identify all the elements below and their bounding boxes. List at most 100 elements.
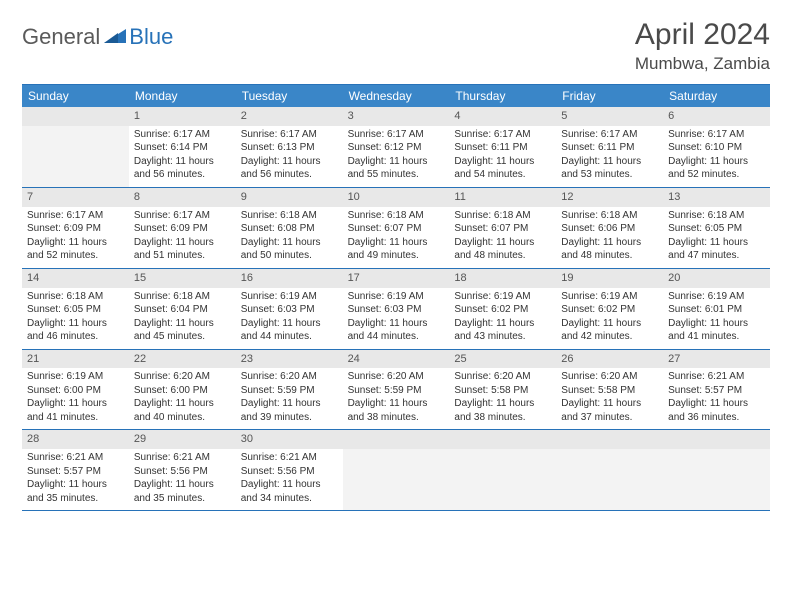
- day-details: Sunrise: 6:19 AMSunset: 6:02 PMDaylight:…: [556, 288, 663, 349]
- calendar-day: 13Sunrise: 6:18 AMSunset: 6:05 PMDayligh…: [663, 188, 770, 268]
- sunrise-text: Sunrise: 6:17 AM: [241, 128, 338, 142]
- daylight-text: Daylight: 11 hours and 52 minutes.: [27, 236, 124, 263]
- daylight-text: Daylight: 11 hours and 51 minutes.: [134, 236, 231, 263]
- day-number: 3: [343, 107, 450, 126]
- day-number: 24: [343, 350, 450, 369]
- day-number: 29: [129, 430, 236, 449]
- sunset-text: Sunset: 6:05 PM: [668, 222, 765, 236]
- day-number: 11: [449, 188, 556, 207]
- day-number: 2: [236, 107, 343, 126]
- sunset-text: Sunset: 6:07 PM: [454, 222, 551, 236]
- day-details: Sunrise: 6:19 AMSunset: 6:00 PMDaylight:…: [22, 368, 129, 429]
- sunset-text: Sunset: 6:01 PM: [668, 303, 765, 317]
- sunset-text: Sunset: 6:09 PM: [134, 222, 231, 236]
- day-number: 18: [449, 269, 556, 288]
- sunrise-text: Sunrise: 6:17 AM: [348, 128, 445, 142]
- sunset-text: Sunset: 6:00 PM: [134, 384, 231, 398]
- sunset-text: Sunset: 6:04 PM: [134, 303, 231, 317]
- day-number: [556, 430, 663, 449]
- sunset-text: Sunset: 6:11 PM: [454, 141, 551, 155]
- sunset-text: Sunset: 6:13 PM: [241, 141, 338, 155]
- sunset-text: Sunset: 6:05 PM: [27, 303, 124, 317]
- day-details: Sunrise: 6:17 AMSunset: 6:09 PMDaylight:…: [22, 207, 129, 268]
- day-details: Sunrise: 6:17 AMSunset: 6:12 PMDaylight:…: [343, 126, 450, 187]
- calendar-week: 14Sunrise: 6:18 AMSunset: 6:05 PMDayligh…: [22, 269, 770, 350]
- day-details: Sunrise: 6:18 AMSunset: 6:07 PMDaylight:…: [343, 207, 450, 268]
- calendar-day: 10Sunrise: 6:18 AMSunset: 6:07 PMDayligh…: [343, 188, 450, 268]
- day-details: Sunrise: 6:18 AMSunset: 6:07 PMDaylight:…: [449, 207, 556, 268]
- calendar-day: 6Sunrise: 6:17 AMSunset: 6:10 PMDaylight…: [663, 107, 770, 187]
- day-details: Sunrise: 6:17 AMSunset: 6:14 PMDaylight:…: [129, 126, 236, 187]
- day-details: Sunrise: 6:19 AMSunset: 6:03 PMDaylight:…: [236, 288, 343, 349]
- daylight-text: Daylight: 11 hours and 37 minutes.: [561, 397, 658, 424]
- day-details: Sunrise: 6:17 AMSunset: 6:11 PMDaylight:…: [556, 126, 663, 187]
- sunrise-text: Sunrise: 6:17 AM: [454, 128, 551, 142]
- day-number: 7: [22, 188, 129, 207]
- sunrise-text: Sunrise: 6:17 AM: [134, 128, 231, 142]
- calendar-day: 28Sunrise: 6:21 AMSunset: 5:57 PMDayligh…: [22, 430, 129, 510]
- daylight-text: Daylight: 11 hours and 48 minutes.: [454, 236, 551, 263]
- weekday-label: Wednesday: [343, 85, 450, 107]
- daylight-text: Daylight: 11 hours and 35 minutes.: [27, 478, 124, 505]
- calendar-day: 2Sunrise: 6:17 AMSunset: 6:13 PMDaylight…: [236, 107, 343, 187]
- daylight-text: Daylight: 11 hours and 41 minutes.: [27, 397, 124, 424]
- day-details: Sunrise: 6:18 AMSunset: 6:05 PMDaylight:…: [22, 288, 129, 349]
- day-details: Sunrise: 6:20 AMSunset: 5:58 PMDaylight:…: [449, 368, 556, 429]
- daylight-text: Daylight: 11 hours and 38 minutes.: [348, 397, 445, 424]
- calendar-day: [22, 107, 129, 187]
- sunset-text: Sunset: 6:00 PM: [27, 384, 124, 398]
- weekday-label: Monday: [129, 85, 236, 107]
- weekday-header: Sunday Monday Tuesday Wednesday Thursday…: [22, 85, 770, 107]
- daylight-text: Daylight: 11 hours and 44 minutes.: [241, 317, 338, 344]
- calendar-day: 24Sunrise: 6:20 AMSunset: 5:59 PMDayligh…: [343, 350, 450, 430]
- calendar-day: 22Sunrise: 6:20 AMSunset: 6:00 PMDayligh…: [129, 350, 236, 430]
- day-details: Sunrise: 6:17 AMSunset: 6:09 PMDaylight:…: [129, 207, 236, 268]
- sunset-text: Sunset: 6:03 PM: [241, 303, 338, 317]
- day-number: 9: [236, 188, 343, 207]
- daylight-text: Daylight: 11 hours and 35 minutes.: [134, 478, 231, 505]
- sunrise-text: Sunrise: 6:18 AM: [134, 290, 231, 304]
- weekday-label: Tuesday: [236, 85, 343, 107]
- day-details: [22, 126, 129, 187]
- sunrise-text: Sunrise: 6:19 AM: [561, 290, 658, 304]
- day-details: [343, 449, 450, 510]
- calendar-day: 16Sunrise: 6:19 AMSunset: 6:03 PMDayligh…: [236, 269, 343, 349]
- day-number: 12: [556, 188, 663, 207]
- sunrise-text: Sunrise: 6:21 AM: [241, 451, 338, 465]
- calendar-day: 3Sunrise: 6:17 AMSunset: 6:12 PMDaylight…: [343, 107, 450, 187]
- sunrise-text: Sunrise: 6:19 AM: [454, 290, 551, 304]
- calendar: Sunday Monday Tuesday Wednesday Thursday…: [22, 84, 770, 511]
- sunrise-text: Sunrise: 6:18 AM: [454, 209, 551, 223]
- calendar-day: 18Sunrise: 6:19 AMSunset: 6:02 PMDayligh…: [449, 269, 556, 349]
- day-number: 27: [663, 350, 770, 369]
- day-details: Sunrise: 6:19 AMSunset: 6:03 PMDaylight:…: [343, 288, 450, 349]
- sunrise-text: Sunrise: 6:18 AM: [561, 209, 658, 223]
- sunrise-text: Sunrise: 6:18 AM: [348, 209, 445, 223]
- daylight-text: Daylight: 11 hours and 54 minutes.: [454, 155, 551, 182]
- day-details: Sunrise: 6:21 AMSunset: 5:57 PMDaylight:…: [663, 368, 770, 429]
- sunset-text: Sunset: 6:06 PM: [561, 222, 658, 236]
- daylight-text: Daylight: 11 hours and 46 minutes.: [27, 317, 124, 344]
- sunrise-text: Sunrise: 6:17 AM: [134, 209, 231, 223]
- day-details: Sunrise: 6:19 AMSunset: 6:02 PMDaylight:…: [449, 288, 556, 349]
- day-number: 17: [343, 269, 450, 288]
- calendar-day: 5Sunrise: 6:17 AMSunset: 6:11 PMDaylight…: [556, 107, 663, 187]
- sunset-text: Sunset: 5:58 PM: [561, 384, 658, 398]
- sunset-text: Sunset: 6:02 PM: [454, 303, 551, 317]
- calendar-day: 27Sunrise: 6:21 AMSunset: 5:57 PMDayligh…: [663, 350, 770, 430]
- daylight-text: Daylight: 11 hours and 44 minutes.: [348, 317, 445, 344]
- sunrise-text: Sunrise: 6:19 AM: [241, 290, 338, 304]
- day-number: 14: [22, 269, 129, 288]
- day-details: [556, 449, 663, 510]
- sunrise-text: Sunrise: 6:20 AM: [348, 370, 445, 384]
- sunrise-text: Sunrise: 6:20 AM: [241, 370, 338, 384]
- weeks-container: 1Sunrise: 6:17 AMSunset: 6:14 PMDaylight…: [22, 107, 770, 511]
- daylight-text: Daylight: 11 hours and 42 minutes.: [561, 317, 658, 344]
- weekday-label: Friday: [556, 85, 663, 107]
- day-number: 6: [663, 107, 770, 126]
- day-number: 22: [129, 350, 236, 369]
- day-number: 25: [449, 350, 556, 369]
- day-details: Sunrise: 6:21 AMSunset: 5:56 PMDaylight:…: [236, 449, 343, 510]
- calendar-week: 21Sunrise: 6:19 AMSunset: 6:00 PMDayligh…: [22, 350, 770, 431]
- calendar-week: 7Sunrise: 6:17 AMSunset: 6:09 PMDaylight…: [22, 188, 770, 269]
